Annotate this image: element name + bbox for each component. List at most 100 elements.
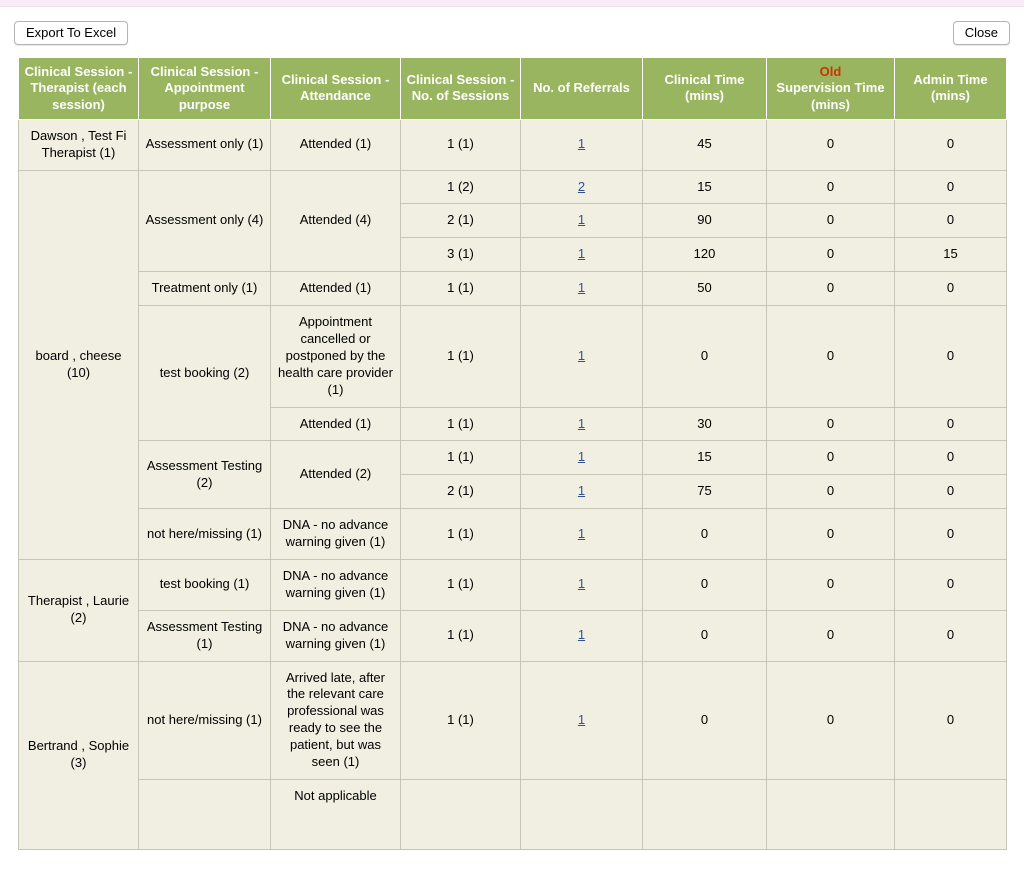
clinical-time-cell: 0	[642, 508, 767, 560]
column-header: Clinical Session - No. of Sessions	[400, 57, 521, 120]
table-row: Attended (1) 1 (1) 1 30 0 0	[19, 406, 1007, 442]
referrals-cell	[520, 778, 643, 850]
sessions-cell: 1 (1)	[400, 609, 521, 662]
column-header: Clinical Time (mins)	[642, 57, 767, 120]
attendance-cell: DNA - no advance warning given (1)	[270, 559, 401, 611]
attendance-cell: Appointment cancelled or postponed by th…	[270, 305, 401, 408]
table-row: Not applicable	[19, 778, 1007, 850]
referrals-cell: 1	[520, 609, 643, 662]
referrals-cell: 1	[520, 203, 643, 239]
clinical-time-cell: 0	[642, 559, 767, 611]
column-header: No. of Referrals	[520, 57, 643, 120]
admin-time-cell: 0	[894, 559, 1007, 611]
referral-link[interactable]: 1	[577, 212, 586, 228]
referral-link[interactable]: 2	[577, 178, 586, 194]
sessions-cell: 3 (1)	[400, 237, 521, 273]
supervision-time-cell: 0	[766, 169, 895, 205]
supervision-time-cell: 0	[766, 559, 895, 611]
purpose-cell: test booking (1)	[138, 559, 271, 611]
clinical-time-cell: 30	[642, 406, 767, 442]
referral-link[interactable]: 1	[577, 347, 586, 363]
clinical-time-cell: 50	[642, 271, 767, 307]
column-header: Clinical Session - Appointment purpose	[138, 57, 271, 120]
table-row: 2 (1) 1 90 0 0	[19, 203, 1007, 239]
attendance-cell: Arrived late, after the relevant care pr…	[270, 660, 401, 780]
supervision-time-cell: 0	[766, 609, 895, 662]
table-row: test booking (2) Appointment cancelled or…	[19, 305, 1007, 442]
supervision-time-cell	[766, 778, 895, 850]
table-row: Bertrand , Sophie (3) not here/missing (1…	[18, 660, 1007, 850]
table-header: Clinical Session - Therapist (each sessi…	[18, 57, 1007, 120]
table-row: Therapist , Laurie (2) test booking (1) DN…	[18, 559, 1007, 662]
referrals-cell: 1	[520, 660, 643, 780]
column-header: Clinical Session - Attendance	[270, 57, 401, 120]
purpose-cell: Treatment only (1)	[138, 271, 271, 307]
referral-link[interactable]: 1	[577, 711, 586, 727]
attendance-cell: DNA - no advance warning given (1)	[270, 508, 401, 560]
referral-link[interactable]: 1	[577, 483, 586, 499]
sessions-cell: 2 (1)	[400, 203, 521, 239]
header-row: Clinical Session - Therapist (each sessi…	[18, 57, 1007, 120]
sessions-cell: 1 (1)	[400, 271, 521, 307]
referral-link[interactable]: 1	[577, 415, 586, 431]
attendance-cell: Attended (2)	[270, 440, 401, 510]
referral-link[interactable]: 1	[577, 525, 586, 541]
toolbar: Export To Excel Close	[0, 7, 1024, 57]
admin-time-cell: 0	[894, 271, 1007, 307]
column-header: Old Supervision Time (mins)	[766, 57, 895, 120]
referral-link[interactable]: 1	[577, 576, 586, 592]
supervision-time-cell: 0	[766, 203, 895, 239]
attendance-cell: Not applicable	[270, 778, 401, 850]
clinical-time-cell: 15	[642, 440, 767, 476]
referrals-cell: 1	[520, 474, 643, 510]
referral-link[interactable]: 1	[577, 627, 586, 643]
clinical-time-cell: 0	[642, 609, 767, 662]
column-header-label: Clinical Session - Appointment purpose	[150, 64, 259, 112]
purpose-cell	[138, 778, 271, 850]
attendance-cell: Attended (4)	[270, 169, 401, 273]
referral-link[interactable]: 1	[577, 136, 586, 152]
sessions-cell: 2 (1)	[400, 474, 521, 510]
referrals-cell: 1	[520, 508, 643, 560]
referrals-cell: 1	[520, 406, 643, 442]
admin-time-cell: 0	[894, 406, 1007, 442]
report-table: Clinical Session - Therapist (each sessi…	[18, 57, 1007, 850]
sessions-cell: 1 (1)	[400, 559, 521, 611]
column-header-label: Clinical Session - Therapist (each sessi…	[24, 64, 133, 112]
purpose-cell: Assessment Testing (2)	[138, 440, 271, 510]
supervision-time-cell: 0	[766, 406, 895, 442]
referrals-cell: 1	[520, 237, 643, 273]
supervision-time-cell: 0	[766, 440, 895, 476]
column-header-label: Admin Time (mins)	[913, 72, 988, 104]
admin-time-cell: 0	[894, 609, 1007, 662]
old-label: Old	[819, 64, 842, 79]
therapist-cell: board , cheese (10)	[18, 169, 139, 561]
column-header-label: Clinical Time (mins)	[664, 72, 745, 104]
referral-link[interactable]: 1	[577, 280, 586, 296]
column-header-label: Supervision Time (mins)	[776, 80, 885, 112]
supervision-time-cell: 0	[766, 305, 895, 408]
column-header: Clinical Session - Therapist (each sessi…	[18, 57, 139, 120]
therapist-cell: Dawson , Test Fi Therapist (1)	[18, 118, 139, 171]
therapist-cell: Bertrand , Sophie (3)	[18, 660, 139, 850]
referrals-cell: 1	[520, 440, 643, 476]
clinical-time-cell: 0	[642, 305, 767, 408]
clinical-time-cell: 75	[642, 474, 767, 510]
attendance-cell: DNA - no advance warning given (1)	[270, 609, 401, 662]
referral-link[interactable]: 1	[577, 246, 586, 262]
export-to-excel-button[interactable]: Export To Excel	[14, 21, 129, 45]
sessions-cell: 1 (1)	[400, 305, 521, 408]
referral-link[interactable]: 1	[577, 449, 586, 465]
sessions-cell: 1 (1)	[400, 118, 521, 171]
clinical-time-cell: 120	[642, 237, 767, 273]
admin-time-cell: 15	[894, 237, 1007, 273]
table-row: Treatment only (1) Attended (1) 1 (1) 1 50 0 0	[19, 271, 1007, 307]
admin-time-cell: 0	[894, 169, 1007, 205]
close-button[interactable]: Close	[952, 21, 1010, 45]
supervision-time-cell: 0	[766, 660, 895, 780]
referrals-cell: 1	[520, 271, 643, 307]
referrals-cell: 2	[520, 169, 643, 205]
referrals-cell: 1	[520, 559, 643, 611]
column-header-label: Clinical Session - Attendance	[281, 72, 390, 104]
table-row: not here/missing (1) DNA - no advance war…	[19, 508, 1007, 560]
